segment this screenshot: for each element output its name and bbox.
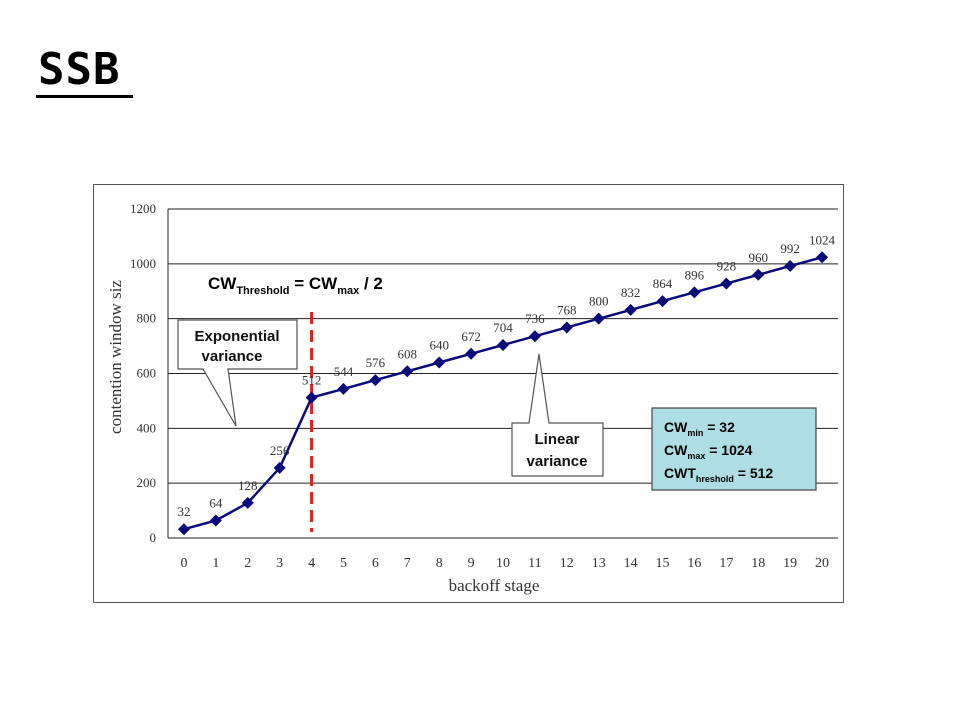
data-label-3: 256 <box>270 443 290 458</box>
linear-label-line2: variance <box>527 453 588 470</box>
grid-lines <box>167 208 838 539</box>
data-point-17 <box>720 277 733 290</box>
formula-cw: CW <box>208 274 237 293</box>
data-point-10 <box>497 338 509 351</box>
data-point-9 <box>465 347 478 360</box>
data-markers <box>177 251 829 536</box>
y-tick-200: 200 <box>137 475 157 490</box>
data-label-19: 992 <box>780 241 800 256</box>
data-label-15: 864 <box>653 276 673 291</box>
x-tick-1: 1 <box>212 556 219 571</box>
data-label-8: 640 <box>429 338 449 353</box>
title-underline <box>36 95 133 98</box>
data-point-6 <box>369 374 382 387</box>
param-cw-max: CWmax = 1024 <box>664 442 753 461</box>
x-tick-10: 10 <box>496 556 510 571</box>
data-label-12: 768 <box>557 302 577 317</box>
data-point-19 <box>784 260 797 273</box>
y-tick-1000: 1000 <box>130 256 156 271</box>
data-point-3 <box>273 461 286 474</box>
data-point-0 <box>177 523 190 536</box>
x-tick-2: 2 <box>244 556 251 571</box>
x-tick-16: 16 <box>687 556 701 571</box>
data-point-4 <box>305 391 318 404</box>
data-point-13 <box>592 312 605 325</box>
data-label-2: 128 <box>238 478 258 493</box>
y-tick-0: 0 <box>150 530 157 545</box>
data-point-11 <box>528 330 541 343</box>
data-point-1 <box>209 514 222 527</box>
x-tick-15: 15 <box>656 556 670 571</box>
data-label-10: 704 <box>493 320 513 335</box>
data-label-5: 544 <box>334 364 354 379</box>
data-label-4: 512 <box>302 373 322 388</box>
data-point-5 <box>337 382 350 395</box>
data-label-13: 800 <box>589 294 609 309</box>
parameter-box: CWmin = 32 CWmax = 1024 CWThreshold = 51… <box>651 407 817 491</box>
x-tick-12: 12 <box>560 556 574 571</box>
x-tick-19: 19 <box>783 556 797 571</box>
x-tick-7: 7 <box>404 556 411 571</box>
x-tick-17: 17 <box>719 556 733 571</box>
exponential-label-line2: variance <box>202 348 263 365</box>
data-label-17: 928 <box>717 259 737 274</box>
exponential-callout: Exponential variance <box>177 319 298 427</box>
x-tick-11: 11 <box>528 556 541 571</box>
data-label-0: 32 <box>177 504 190 519</box>
data-point-12 <box>560 321 573 334</box>
param-cwt-threshold: CWThreshold = 512 <box>664 465 773 484</box>
formula-tail: / 2 <box>359 274 383 293</box>
x-tick-20: 20 <box>815 556 829 571</box>
data-point-15 <box>656 295 669 308</box>
data-label-7: 608 <box>398 346 418 361</box>
linear-label-line1: Linear <box>534 431 579 448</box>
y-tick-600: 600 <box>137 366 157 381</box>
data-point-18 <box>752 268 765 281</box>
x-tick-13: 13 <box>592 556 606 571</box>
data-point-20 <box>816 251 829 264</box>
param-cw-min: CWmin = 32 <box>664 419 735 438</box>
y-tick-400: 400 <box>137 420 157 435</box>
data-label-11: 736 <box>525 311 545 326</box>
formula-sub-max: max <box>337 285 360 297</box>
x-tick-4: 4 <box>308 556 315 571</box>
x-tick-14: 14 <box>624 556 638 571</box>
exponential-label-line1: Exponential <box>194 328 279 345</box>
data-point-8 <box>433 356 446 369</box>
data-point-16 <box>688 286 701 299</box>
x-tick-8: 8 <box>436 556 443 571</box>
x-tick-3: 3 <box>276 556 283 571</box>
slide-title: SSB <box>38 44 121 95</box>
data-labels: 32 64 128 256 512 544 576 608 640 672 704 736 768 800… <box>177 232 835 519</box>
x-axis-label: backoff stage <box>449 576 540 595</box>
data-label-20: 1024 <box>809 232 836 247</box>
formula-eq: = CW <box>290 274 339 293</box>
data-label-6: 576 <box>366 355 386 370</box>
data-label-14: 832 <box>621 285 641 300</box>
data-point-14 <box>624 303 637 316</box>
data-label-1: 64 <box>209 495 223 510</box>
x-tick-18: 18 <box>751 556 765 571</box>
threshold-formula: CWThreshold = CWmax / 2 <box>208 274 383 297</box>
y-tick-labels: 0 200 400 600 800 1000 1200 <box>130 201 156 545</box>
linear-callout: Linear variance <box>511 353 604 477</box>
y-tick-800: 800 <box>137 311 157 326</box>
data-label-18: 960 <box>748 250 768 265</box>
x-tick-6: 6 <box>372 556 379 571</box>
data-point-2 <box>241 496 254 509</box>
x-tick-9: 9 <box>468 556 475 571</box>
y-axis-label: contention window siz <box>106 280 125 434</box>
y-tick-1200: 1200 <box>130 201 156 216</box>
x-tick-5: 5 <box>340 556 347 571</box>
data-label-9: 672 <box>461 329 481 344</box>
x-tick-labels: 0 1 2 3 4 5 6 7 8 9 10 11 12 13 14 15 16 17 18 19 20 <box>180 556 829 571</box>
formula-sub-threshold: Threshold <box>236 285 289 297</box>
data-point-7 <box>401 365 414 378</box>
data-label-16: 896 <box>685 267 705 282</box>
x-tick-0: 0 <box>180 556 187 571</box>
